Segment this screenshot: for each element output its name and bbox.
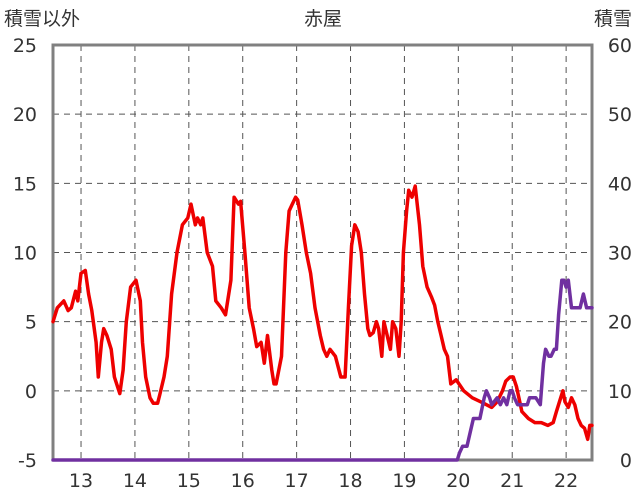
x-tick-label: 14 [123,470,147,492]
series-line-other [51,184,594,442]
x-tick-label: 21 [500,470,524,492]
y-left-tick-label: -5 [18,450,37,472]
y-right-tick-label: 50 [608,104,632,126]
x-tick-label: 15 [177,470,201,492]
y-left-tick-label: 5 [25,312,37,334]
y-right-tick-label: 60 [608,35,632,57]
x-tick-label: 16 [231,470,255,492]
ticks: -5 0 5 10 15 20 25 0 10 20 30 40 50 60 13 14 15 16 17 18 19 2… [13,35,632,492]
x-tick-label: 22 [554,470,578,492]
left-axis-label: 積雪以外 [4,8,80,30]
x-tick-label: 19 [392,470,416,492]
grid [53,45,592,460]
y-right-tick-label: 0 [620,450,632,472]
y-left-tick-label: 25 [13,35,37,57]
x-tick-label: 20 [446,470,470,492]
labels: 赤屋 積雪以外 積雪 [4,8,632,30]
y-left-tick-label: 0 [25,381,37,403]
x-tick-label: 13 [69,470,93,492]
y-left-tick-label: 20 [13,104,37,126]
y-right-tick-label: 20 [608,312,632,334]
series-layer [51,184,594,462]
x-tick-label: 18 [338,470,362,492]
series-line-snow [51,278,594,462]
x-tick-label: 17 [285,470,309,492]
y-right-tick-label: 30 [608,243,632,265]
right-axis-label: 積雪 [594,8,632,30]
y-left-tick-label: 10 [13,243,37,265]
y-right-tick-label: 40 [608,173,632,195]
y-left-tick-label: 15 [13,173,37,195]
y-right-tick-label: 10 [608,381,632,403]
chart-title: 赤屋 [304,8,342,30]
